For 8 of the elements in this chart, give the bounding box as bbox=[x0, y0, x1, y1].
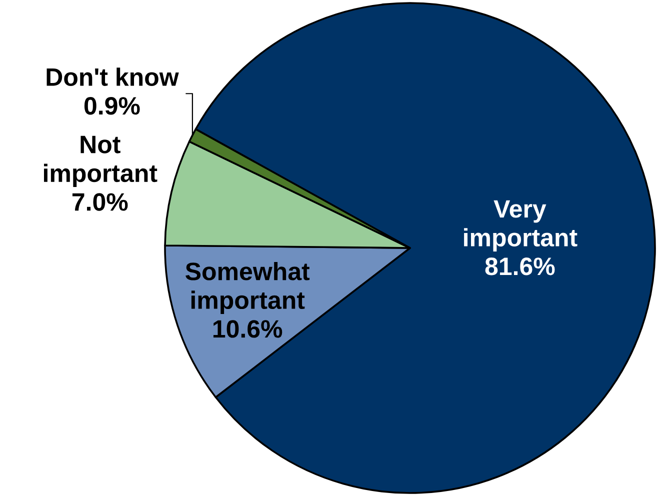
slice-label: Don't know bbox=[46, 68, 179, 86]
data-label: 7.0% bbox=[72, 193, 128, 211]
slice-label: Not important bbox=[44, 136, 158, 188]
slice-label: Very important bbox=[464, 200, 578, 252]
data-label: 81.6% bbox=[485, 258, 555, 276]
slice-label: Somewhat important bbox=[186, 262, 310, 314]
data-label: 10.6% bbox=[213, 320, 282, 338]
data-label: 0.9% bbox=[84, 97, 140, 115]
